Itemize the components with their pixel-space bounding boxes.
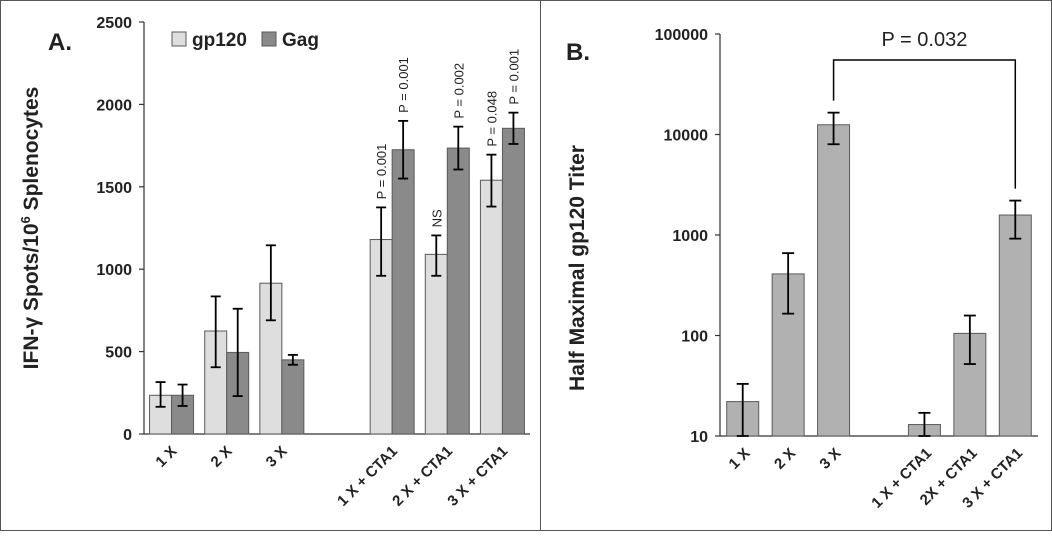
panel-b-label: B. <box>566 39 590 66</box>
panel-b-bar <box>998 214 1032 437</box>
panel-a-p-value-label: P = 0.002 <box>451 63 466 119</box>
panel-b-y-tick-label: 100000 <box>655 27 708 44</box>
panel-a-bar-gp120 <box>424 253 448 435</box>
panel-a-legend-label: gp120 <box>192 30 247 51</box>
panel-b-comparison-bracket <box>832 59 1017 189</box>
panel-a-p-value-label: P = 0.001 <box>396 57 411 113</box>
panel-a-y-tick-label: 0 <box>123 427 132 444</box>
panel-a-bar-gag <box>446 147 470 435</box>
panel-a-bar-gag <box>281 359 305 435</box>
panel-a-bar-gp120 <box>479 179 503 435</box>
panel-a-p-value-label: P = 0.048 <box>484 91 499 147</box>
panel-b-border <box>540 0 1052 531</box>
panel-a-y-axis-label-tail: Splenocytes <box>20 87 43 217</box>
panel-b-y-tick-label: 1000 <box>672 228 708 245</box>
panel-a-legend-swatch <box>261 31 277 47</box>
panel-a-p-value-label: P = 0.001 <box>374 144 389 200</box>
panel-a-label: A. <box>48 29 72 56</box>
panel-b-y-tick-label: 100 <box>681 329 708 346</box>
panel-a-y-tick-label: 500 <box>105 345 132 362</box>
panel-b-bar <box>817 124 851 437</box>
panel-a-y-axis-label-main: IFN-γ Spots/10 <box>20 223 43 369</box>
panel-a-y-tick-label: 1500 <box>96 180 132 197</box>
panel-a-y-tick-label: 2500 <box>96 15 132 32</box>
panel-b-y-tick-label: 10000 <box>664 128 709 145</box>
panel-b-y-tick-label: 10 <box>690 429 708 446</box>
panel-a-y-axis-label: IFN-γ Spots/106 Splenocytes <box>18 87 43 370</box>
panel-a-y-axis-label-superscript: 6 <box>18 216 33 223</box>
panel-a-p-value-label: NS <box>429 209 444 227</box>
panel-a-y-tick-label: 2000 <box>96 97 132 114</box>
panel-a-legend-label: Gag <box>282 30 319 51</box>
panel-b-y-axis-label: Half Maximal gp120 Titer <box>566 145 589 391</box>
panel-a-y-tick-label: 1000 <box>96 262 132 279</box>
panel-a-bar-gag <box>501 127 525 435</box>
panel-a-legend-swatch <box>171 31 187 47</box>
panel-b-comparison-label: P = 0.032 <box>882 29 968 51</box>
panel-a-bar-gag <box>391 149 415 435</box>
panel-a-p-value-label: P = 0.001 <box>506 49 521 105</box>
